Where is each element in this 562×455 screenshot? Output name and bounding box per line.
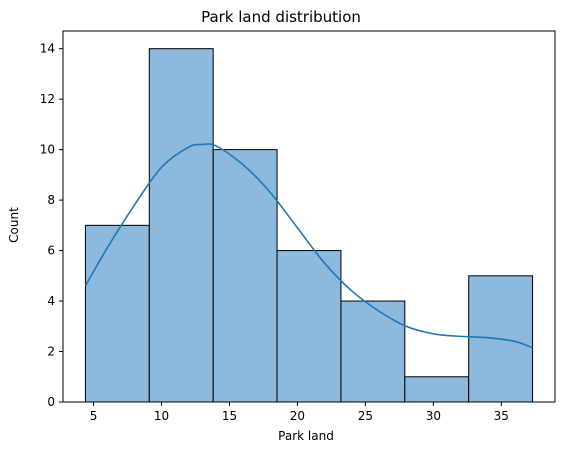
x-tick-label: 25 [358,409,373,423]
x-tick-label: 15 [222,409,237,423]
axes: 5 10 15 20 25 30 35 0 2 4 6 8 10 12 14 [40,30,556,423]
y-tick-label: 10 [40,143,55,157]
histogram-bar-1 [84,224,150,403]
kde-curve-group [84,143,533,349]
x-tick-label: 30 [426,409,441,423]
y-tick-label: 14 [40,42,55,56]
x-tick-label: 35 [494,409,509,423]
y-tick-label: 8 [47,193,55,207]
histogram-bars [84,48,534,403]
plot-frame [62,30,556,403]
y-tick-label: 2 [47,345,55,359]
histogram-bar-2 [148,48,214,403]
y-tick-label: 6 [47,244,55,258]
x-tick-label: 5 [90,409,98,423]
x-tick-label: 20 [290,409,305,423]
y-tick-label: 4 [47,294,55,308]
kde-curve [84,143,533,349]
x-axis-label: Park land [278,429,334,443]
chart-title: Park land distribution [201,8,361,26]
histogram-bar-3 [212,149,278,403]
histogram-bar-5 [340,300,406,403]
histogram-bar-6 [404,376,470,403]
y-tick-label: 12 [40,92,55,106]
y-tick-label: 0 [47,395,55,409]
x-tick-label: 10 [154,409,169,423]
histogram-bar-4 [276,250,342,403]
